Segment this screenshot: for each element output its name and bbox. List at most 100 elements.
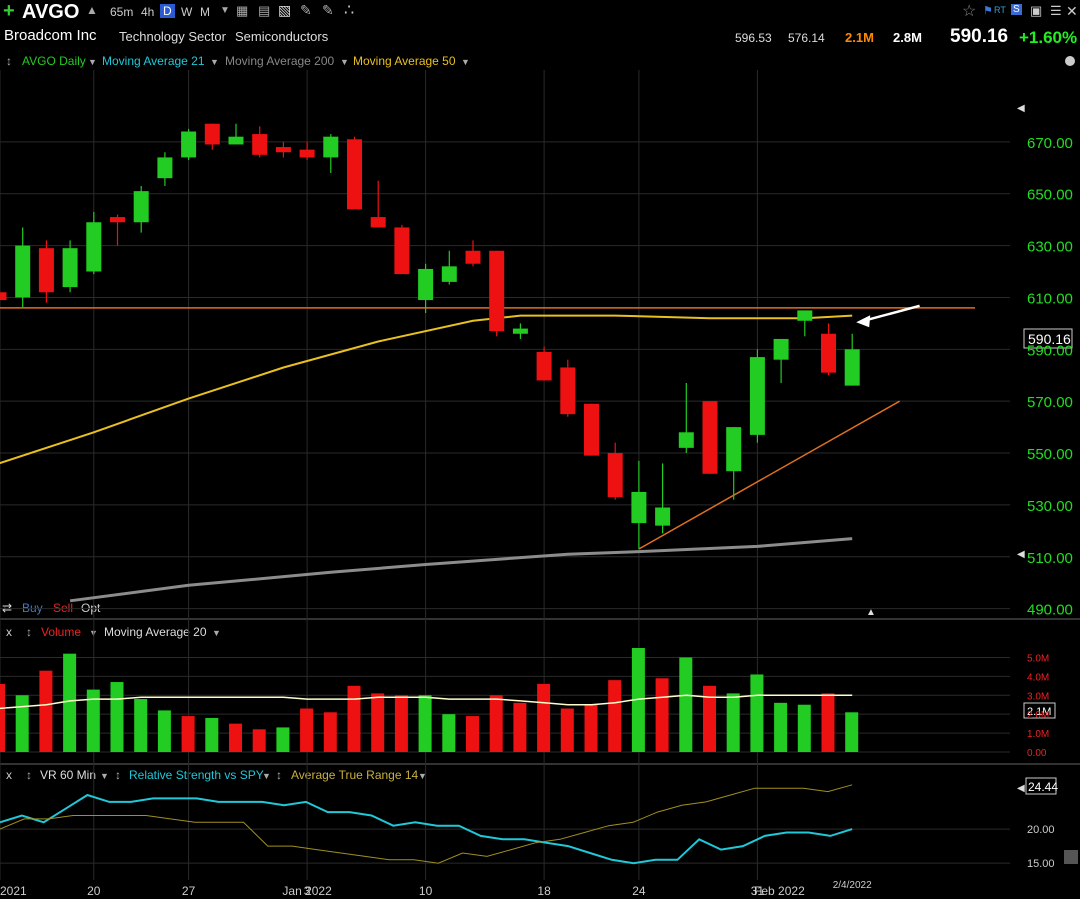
legend-rs-handle-icon[interactable]: ↕ [115,768,121,782]
settings-icon[interactable] [1065,56,1075,66]
volume-bar [655,678,669,752]
legend-atr[interactable]: Average True Range 14 [291,768,419,782]
price-axis-tick: 570.00 [1027,394,1073,411]
bar-chart-icon[interactable]: ▦ [236,3,249,18]
legend-ma21[interactable]: Moving Average 21 [102,54,205,68]
volume-axis-tick: 0.00 [1027,748,1047,759]
legend-ma200-dropdown-icon[interactable]: ▼ [340,57,349,67]
indicator-last-label: 24.44 [1028,780,1058,794]
volume-bar [513,702,527,752]
symbol-label[interactable]: AVGO [22,1,80,23]
legend-avgo-daily[interactable]: AVGO Daily [22,54,86,68]
interval-monthly[interactable]: M [200,5,210,19]
network-icon[interactable]: ∴ [344,2,355,19]
plus-icon[interactable]: + [3,0,15,22]
candle-body [323,136,339,158]
candle-body [465,250,481,264]
volume-bar [703,685,716,752]
volume-bar [394,695,408,752]
scroll-down-icon[interactable]: ◀ [1017,549,1025,560]
sell-button[interactable]: Sell [53,601,73,615]
s-badge-icon[interactable]: S [1011,4,1022,15]
x-axis-tick: 3 [304,884,311,898]
trade-icon[interactable]: ⇄ [2,601,12,615]
candle-body [749,357,765,435]
volume-bar [489,695,503,752]
ma50-line [0,314,853,465]
volume-bar [726,693,740,752]
legend-volume-ma-dropdown-icon[interactable]: ▼ [212,628,221,638]
candle-body [15,245,31,298]
share-icon[interactable]: ✎ [322,2,334,18]
volume-bar [845,712,859,752]
legend-ma50-dropdown-icon[interactable]: ▼ [461,57,470,67]
candle-body [702,401,718,474]
candle-body [773,338,789,360]
candle-body [228,136,244,145]
volume-bar [252,729,266,752]
legend-rs-dropdown-icon[interactable]: ▼ [262,771,271,781]
x-axis-tick: 2021 [0,884,27,898]
candle-body [275,147,291,153]
legend-daily-dropdown-icon[interactable]: ▼ [88,57,97,67]
volume-bar [39,670,53,752]
candle-body [157,157,173,179]
support-trendline [638,400,900,550]
indicator-scroll-down-icon[interactable] [1064,850,1078,864]
star-icon[interactable]: ☆ [962,3,977,20]
volume-bar [442,714,456,752]
industry-label[interactable]: Semiconductors [235,29,329,44]
indicator-handle-icon[interactable]: ↕ [26,768,32,782]
volume-handle-icon[interactable]: ↕ [26,625,32,639]
legend-ma200[interactable]: Moving Average 200 [225,54,335,68]
draw-pencil-icon[interactable]: ✎ [300,2,312,18]
legend-relative-strength[interactable]: Relative Strength vs SPY [129,768,264,782]
dropdown-arrow-icon[interactable]: ▼ [220,5,230,16]
interval-daily[interactable]: D [160,4,175,18]
indicator-close-icon[interactable]: x [6,768,12,782]
marks-layer [0,123,975,865]
legend-volume-ma20[interactable]: Moving Average 20 [104,625,207,639]
candle-body [536,351,552,381]
volume-axis-tick: 3.0M [1027,691,1049,702]
buy-button[interactable]: Buy [22,601,43,615]
day-high: 596.53 [735,31,772,45]
price-panel-handle-icon[interactable]: ↕ [6,54,12,68]
sector-label[interactable]: Technology Sector [119,29,226,44]
volume-bar [679,657,693,752]
indicator-last-box [1025,777,1057,795]
volume-bar [205,717,219,752]
indicators-icon[interactable]: ▤ [258,3,271,18]
candle-body [821,333,836,373]
legend-vr60-dropdown-icon[interactable]: ▼ [100,771,109,781]
legend-ma21-dropdown-icon[interactable]: ▼ [210,57,219,67]
menu-icon[interactable]: ☰ [1050,3,1062,18]
interval-weekly[interactable]: W [181,5,193,19]
calculator-icon[interactable]: ▧ [278,2,292,18]
options-button[interactable]: Opt [81,601,101,615]
legend-atr-handle-icon[interactable]: ↕ [276,768,282,782]
relative-strength-line [0,793,853,865]
sound-icon[interactable]: ▲ [86,3,98,17]
candle-body [394,227,410,275]
x-axis-tick: 18 [537,884,551,898]
volume-close-icon[interactable]: x [6,625,12,639]
legend-atr-dropdown-icon[interactable]: ▼ [418,771,427,781]
interval-4h[interactable]: 4h [141,5,155,19]
legend-vr60[interactable]: VR 60 Min [40,768,96,782]
volume-bar [323,712,337,752]
interval-65m[interactable]: 65m [110,5,134,19]
price-axis-tick: 590.00 [1027,342,1073,359]
indicator-axis-tick: 20.00 [1027,824,1055,836]
indicator-scroll-icon[interactable]: ◀ [1017,783,1025,794]
close-icon[interactable]: ✕ [1066,3,1078,19]
scroll-up-icon[interactable]: ◀ [1017,103,1025,114]
volume-bar [229,723,242,752]
legend-volume[interactable]: Volume [41,625,81,639]
alert-flag-icon[interactable]: ⚑ [983,5,993,17]
expand-icon[interactable]: ▲ [866,607,876,618]
realtime-icon[interactable]: RT [994,5,1006,15]
save-icon[interactable]: ▣ [1030,3,1043,18]
legend-ma50[interactable]: Moving Average 50 [353,54,456,68]
